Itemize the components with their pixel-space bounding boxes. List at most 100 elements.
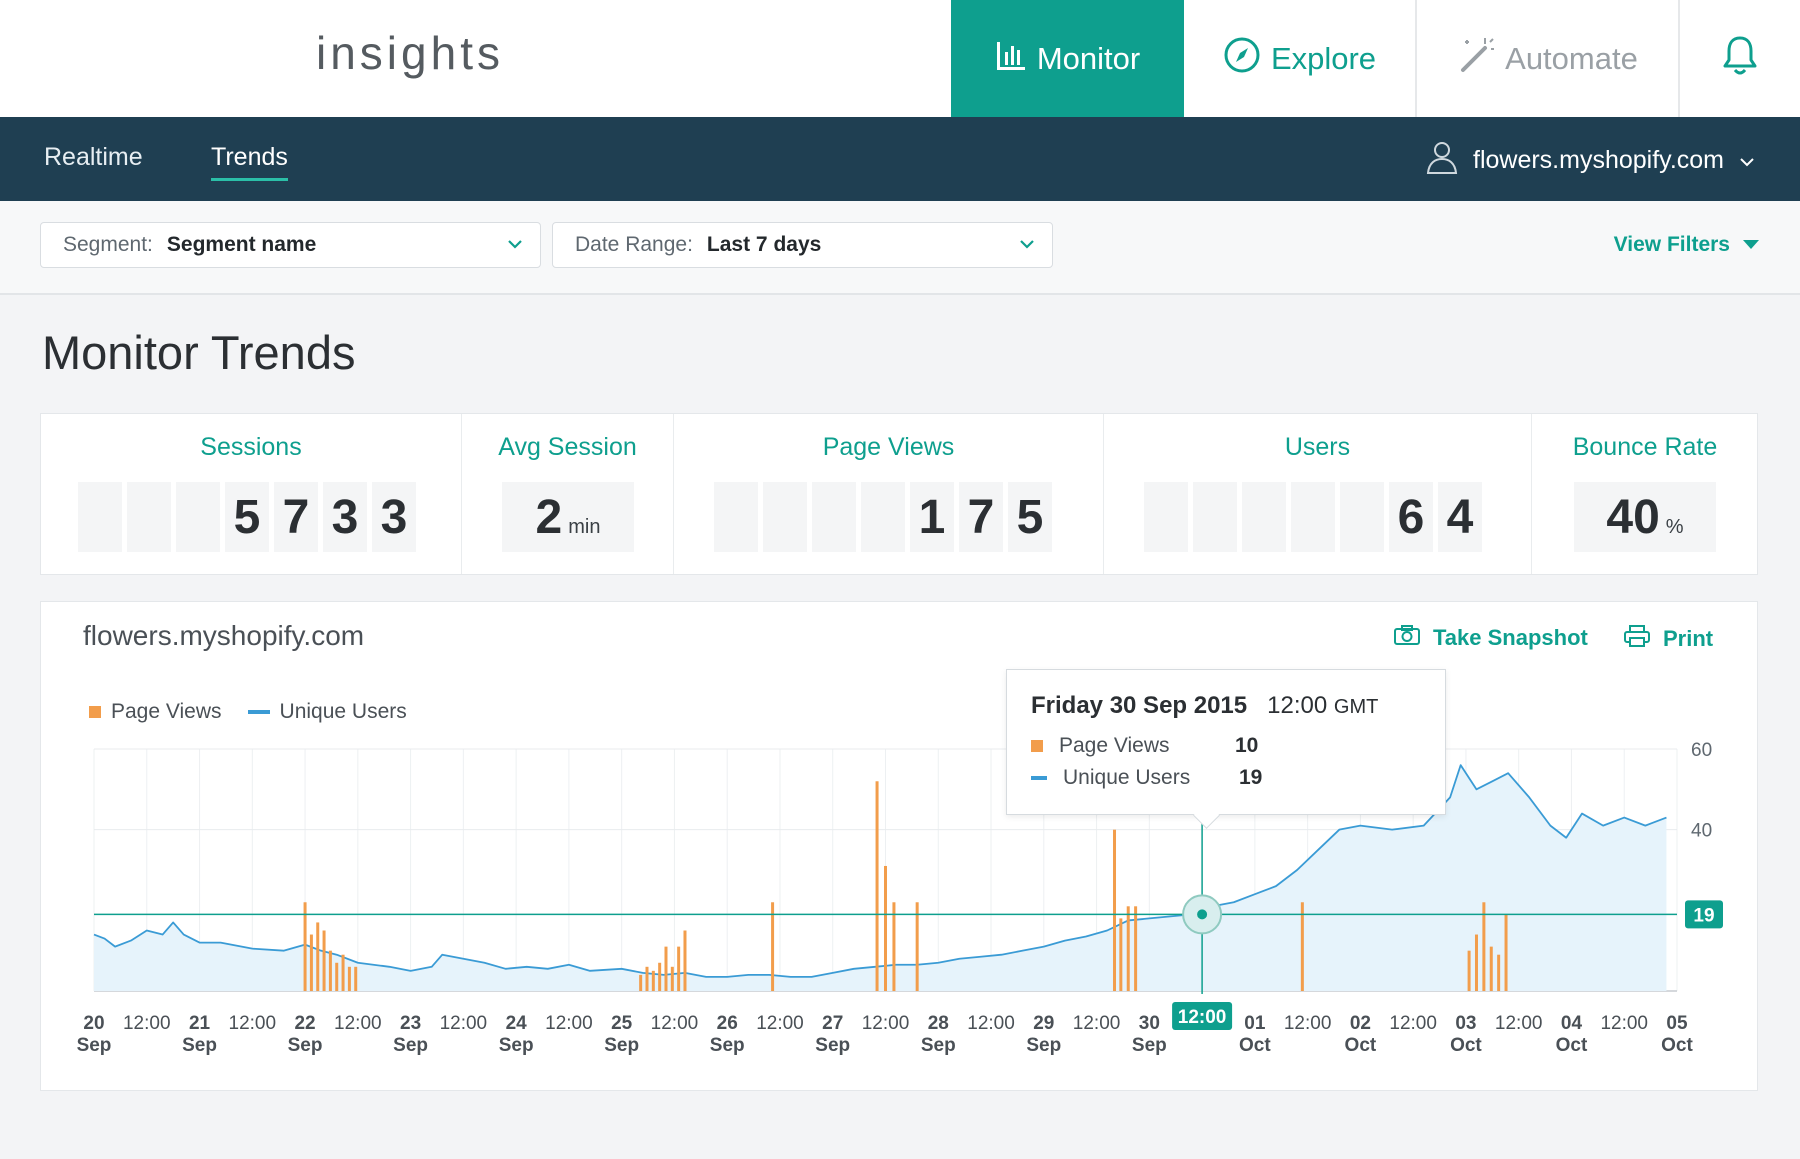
digit: 3: [372, 482, 416, 552]
chevron-down-icon: [1738, 146, 1756, 175]
page-views-bar: [1113, 829, 1117, 991]
metric-unit: %: [1665, 516, 1684, 538]
digit: [812, 482, 856, 552]
x-tick-label: 22: [294, 1013, 315, 1034]
chart-legend: Page Views Unique Users: [89, 700, 407, 724]
page-views-bar: [1497, 954, 1501, 991]
digit: [714, 482, 758, 552]
page-views-bar: [1482, 902, 1486, 991]
metric-digits: 6 4: [1144, 482, 1482, 552]
page-title: Monitor Trends: [42, 326, 356, 379]
nav-tab-automate[interactable]: Automate: [1417, 0, 1680, 117]
x-tick-sublabel: Sep: [815, 1035, 850, 1056]
digit: 6: [1389, 482, 1433, 552]
y-tick-label: 60: [1691, 740, 1712, 761]
x-tick-label: 12:00: [1389, 1013, 1437, 1034]
page-views-bar: [892, 902, 896, 991]
x-tick-label: 29: [1033, 1013, 1054, 1034]
app-logo[interactable]: insights: [316, 27, 504, 79]
nav-tab-explore[interactable]: Explore: [1184, 0, 1417, 117]
tooltip-row-unique-users: Unique Users 19: [1031, 766, 1262, 790]
notifications-button[interactable]: [1680, 0, 1800, 117]
nav-label-monitor: Monitor: [1036, 40, 1141, 76]
metric-digits: 5 7 3 3: [78, 482, 416, 552]
date-range-select[interactable]: Date Range: Last 7 days: [552, 222, 1053, 268]
digit: [763, 482, 807, 552]
page-views-bar: [341, 954, 345, 991]
digit: [176, 482, 220, 552]
crosshair-y-label: 19: [1693, 905, 1714, 926]
digit: [1144, 482, 1188, 552]
top-bar: insights Monitor Explore: [0, 0, 1800, 117]
x-tick-label: 12:00: [967, 1013, 1015, 1034]
segment-select[interactable]: Segment: Segment name: [40, 222, 541, 268]
tooltip-label: Page Views: [1059, 734, 1170, 757]
x-tick-label: 12:00: [756, 1013, 804, 1034]
x-tick-label: 24: [506, 1013, 528, 1034]
tooltip-value: 10: [1235, 734, 1259, 757]
user-icon: [1425, 139, 1459, 182]
x-tick-sublabel: Sep: [1026, 1035, 1061, 1056]
x-tick-label: 20: [83, 1013, 104, 1034]
page-views-bar: [915, 902, 919, 991]
x-tick-sublabel: Sep: [499, 1035, 534, 1056]
page-views-bar: [1300, 902, 1304, 991]
bar-chart-icon: [995, 38, 1027, 80]
x-tick-sublabel: Sep: [710, 1035, 745, 1056]
tooltip-date: Friday 30 Sep 2015: [1031, 692, 1248, 719]
page-views-bar: [1489, 946, 1493, 991]
tooltip-title: Friday 30 Sep 2015 12:00 GMT: [1031, 692, 1378, 720]
y-tick-label: 40: [1691, 821, 1712, 842]
nav-tab-monitor[interactable]: Monitor: [951, 0, 1184, 117]
tab-realtime[interactable]: Realtime: [44, 143, 143, 171]
digit: [1291, 482, 1335, 552]
digit: [78, 482, 122, 552]
metric-avg-session: Avg Session 2 min: [462, 414, 674, 574]
page-views-bar: [645, 966, 649, 991]
print-label: Print: [1663, 626, 1714, 651]
x-tick-label: 12:00: [545, 1013, 593, 1034]
account-name: flowers.myshopify.com: [1473, 146, 1724, 174]
metric-value-box: 40 %: [1574, 482, 1716, 552]
tab-trends[interactable]: Trends: [211, 143, 288, 181]
filter-bar: Segment: Segment name Date Range: Last 7…: [0, 201, 1800, 295]
digit: 4: [1438, 482, 1482, 552]
take-snapshot-label: Take Snapshot: [1433, 625, 1588, 650]
digit: 5: [1008, 482, 1052, 552]
print-button[interactable]: Print: [1623, 624, 1713, 654]
x-tick-label: 12:00: [1600, 1013, 1648, 1034]
page-views-bar: [639, 974, 643, 991]
account-selector[interactable]: flowers.myshopify.com: [1425, 139, 1756, 182]
metric-unit: min: [568, 516, 601, 538]
view-filters-button[interactable]: View Filters: [1614, 233, 1760, 257]
x-tick-sublabel: Sep: [77, 1035, 112, 1056]
metrics-panel: Sessions 5 7 3 3 Avg Session 2 min Page …: [40, 413, 1758, 575]
metric-title: Bounce Rate: [1572, 433, 1718, 461]
digit: 7: [274, 482, 318, 552]
digit: 1: [910, 482, 954, 552]
legend-item-page-views[interactable]: Page Views: [89, 700, 222, 724]
page-views-bar: [651, 970, 655, 991]
x-tick-label: 04: [1561, 1013, 1583, 1034]
page-views-bar: [347, 966, 351, 991]
page-views-bar: [658, 962, 662, 991]
x-tick-label: 03: [1455, 1013, 1476, 1034]
metric-value: 2: [535, 491, 563, 544]
digit: [1242, 482, 1286, 552]
metric-digits: 1 7 5: [714, 482, 1052, 552]
x-tick-label: 12:00: [440, 1013, 488, 1034]
metric-title: Page Views: [822, 433, 955, 461]
metric-bounce-rate: Bounce Rate 40 %: [1532, 414, 1758, 574]
crosshair-marker-center: [1197, 909, 1208, 920]
legend-label: Unique Users: [279, 700, 407, 723]
sub-navigation: Realtime Trends flowers.myshopify.com: [0, 117, 1800, 201]
take-snapshot-button[interactable]: Take Snapshot: [1393, 624, 1588, 652]
page-views-bar: [322, 930, 326, 991]
metric-value: 40: [1606, 491, 1660, 544]
metric-page-views: Page Views 1 7 5: [674, 414, 1104, 574]
page-views-bar: [316, 922, 320, 991]
legend-item-unique-users[interactable]: Unique Users: [247, 700, 407, 724]
metric-users: Users 6 4: [1104, 414, 1532, 574]
unique-users-area: [94, 765, 1667, 991]
